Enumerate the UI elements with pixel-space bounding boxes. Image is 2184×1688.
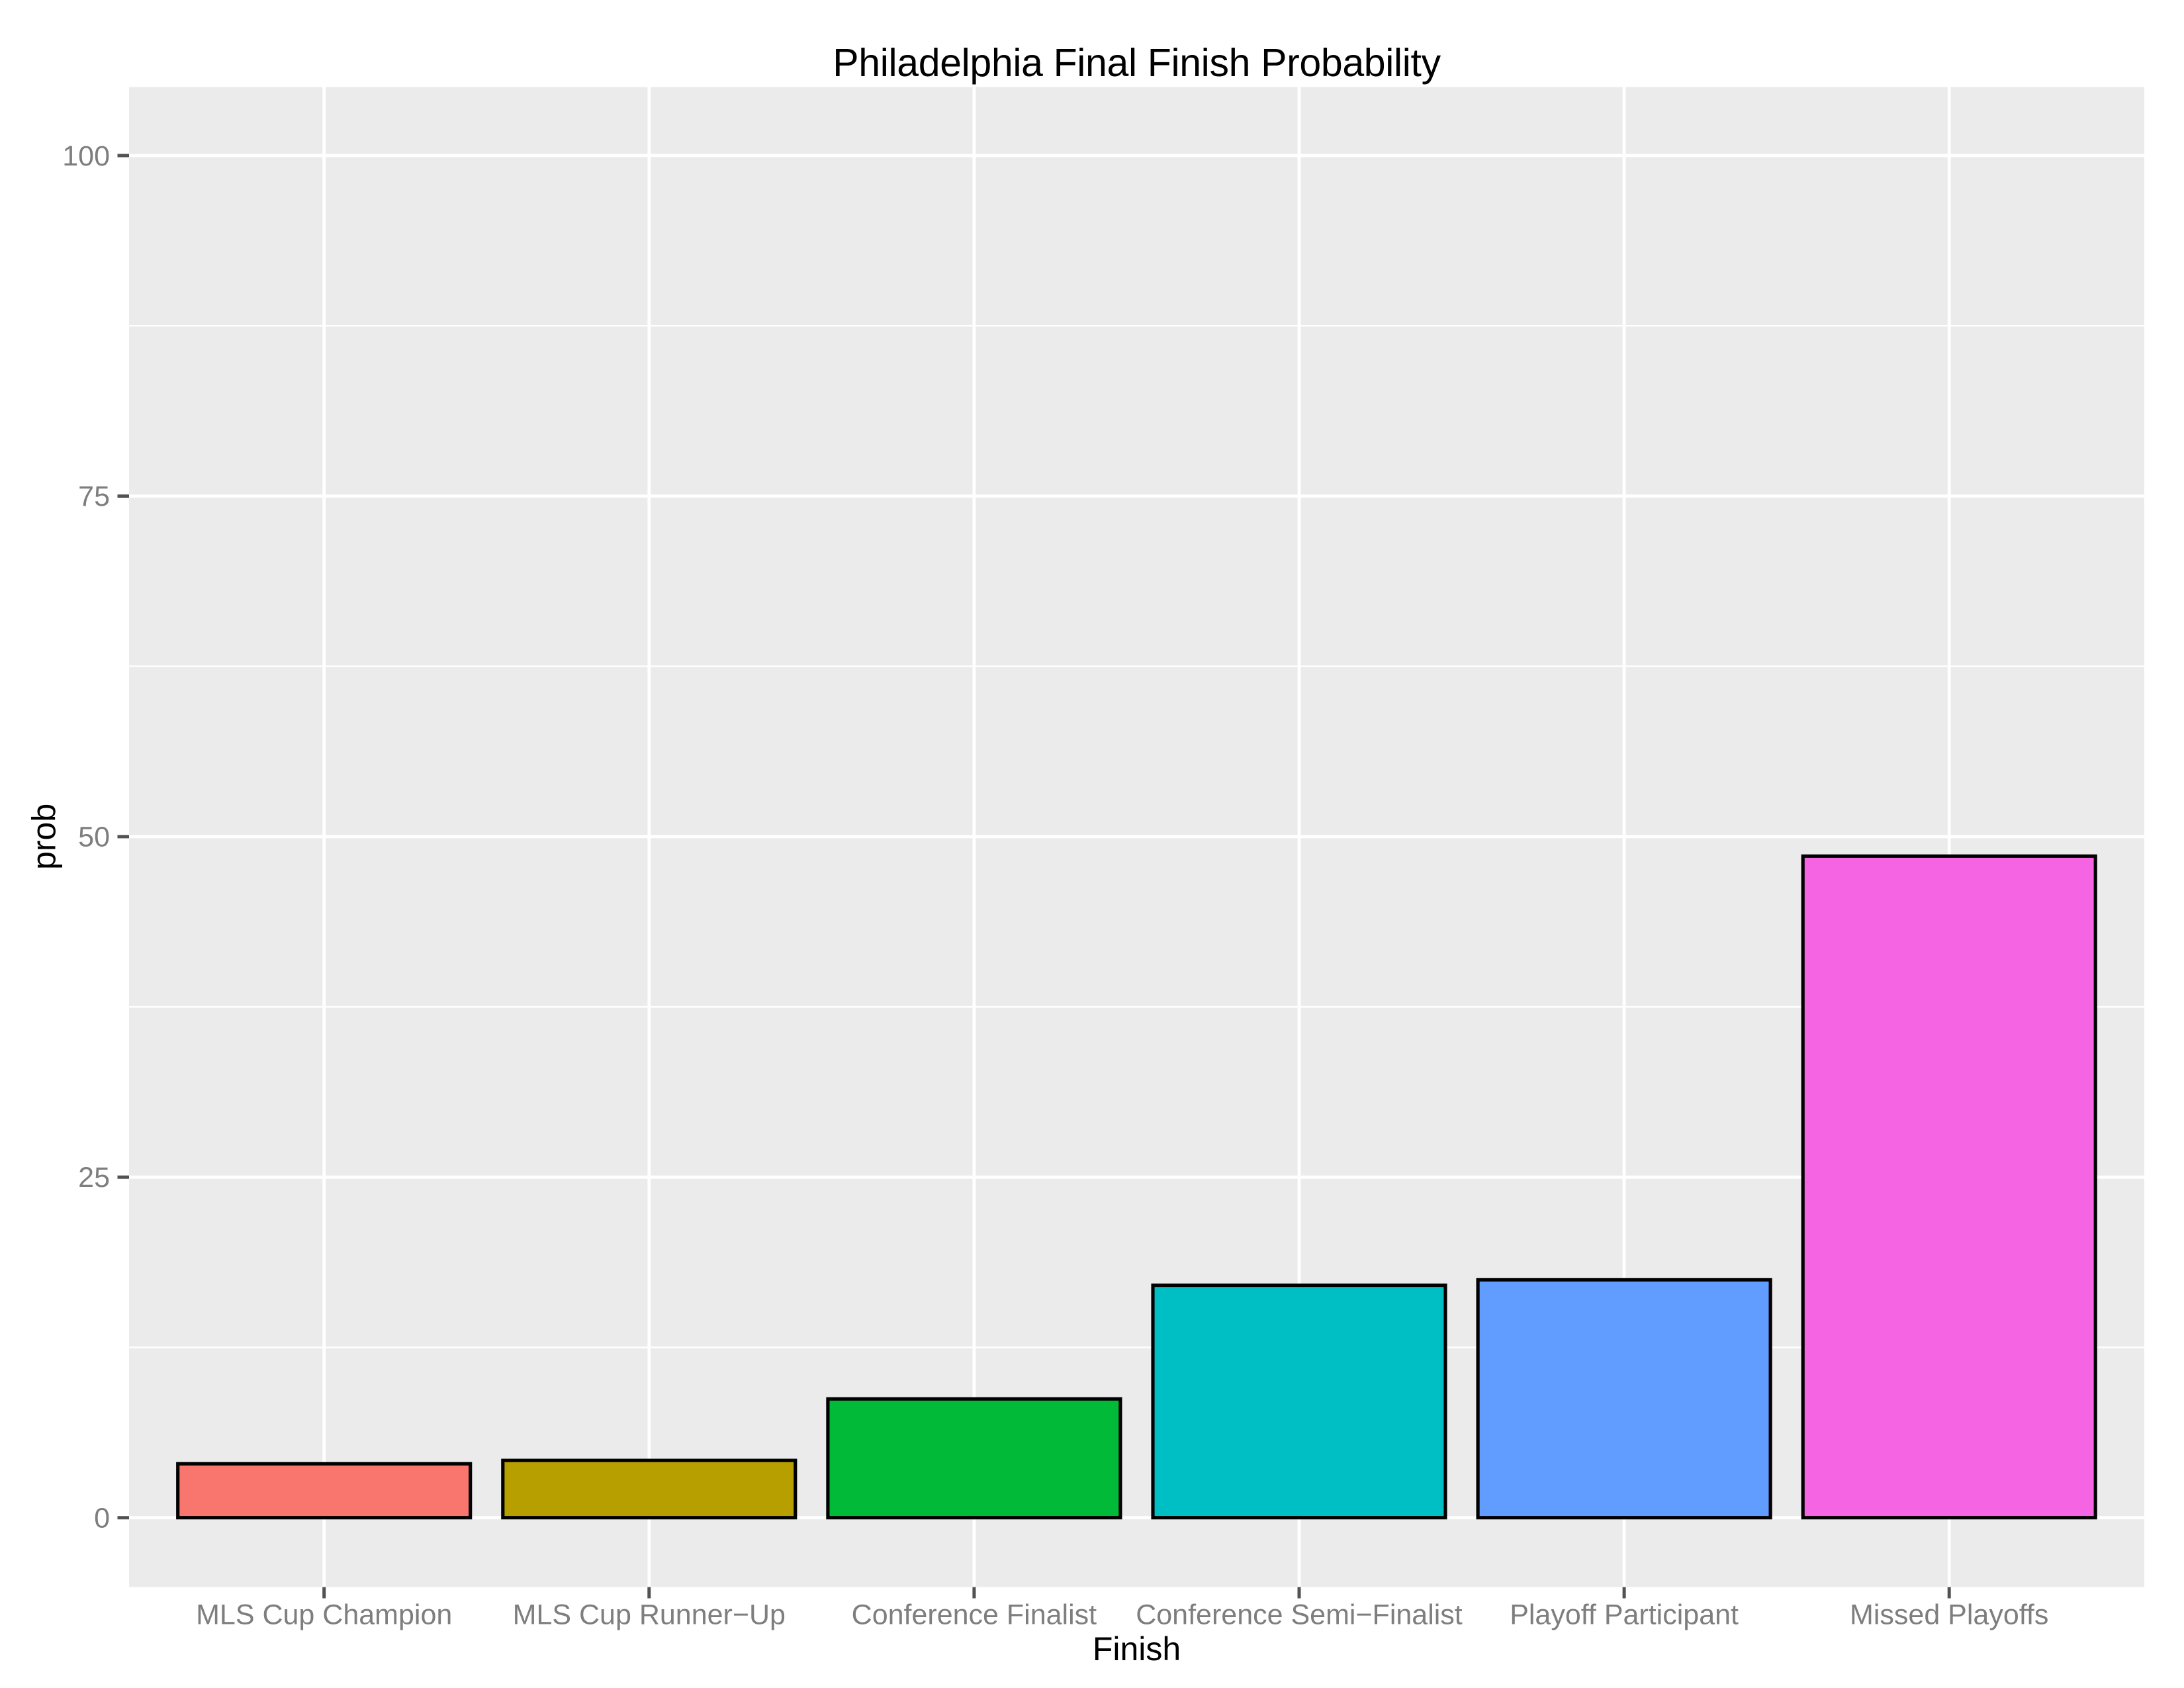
svg-text:MLS Cup Champion: MLS Cup Champion <box>196 1599 452 1631</box>
svg-text:Finish: Finish <box>1093 1630 1181 1667</box>
svg-text:25: 25 <box>78 1162 110 1194</box>
svg-text:100: 100 <box>62 140 110 172</box>
svg-text:Playoff Participant: Playoff Participant <box>1510 1599 1739 1631</box>
svg-text:50: 50 <box>78 821 110 853</box>
svg-text:75: 75 <box>78 481 110 512</box>
svg-text:MLS Cup Runner−Up: MLS Cup Runner−Up <box>513 1599 786 1631</box>
svg-text:prob: prob <box>25 804 62 870</box>
svg-text:0: 0 <box>94 1503 110 1534</box>
svg-text:Conference Semi−Finalist: Conference Semi−Finalist <box>1136 1599 1463 1631</box>
svg-text:Missed Playoffs: Missed Playoffs <box>1850 1599 2048 1631</box>
svg-text:Philadelphia Final Finish Prob: Philadelphia Final Finish Probability <box>833 41 1441 85</box>
svg-text:Conference Finalist: Conference Finalist <box>852 1599 1097 1631</box>
